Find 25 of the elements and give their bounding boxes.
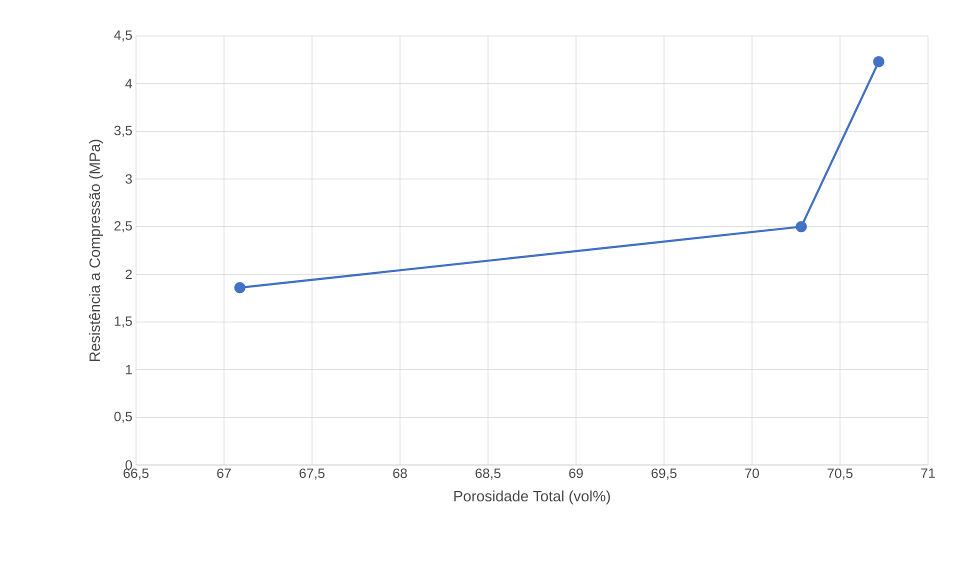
- y-tick-label: 2,5: [114, 221, 132, 232]
- x-tick-label: 67,5: [300, 468, 325, 480]
- x-tick-label: 67: [217, 468, 231, 478]
- y-tick-label: 0: [126, 460, 132, 470]
- y-tick-label: 1,5: [114, 316, 132, 328]
- x-tick-label: 70,5: [828, 468, 853, 480]
- y-tick-label: 3: [126, 174, 132, 184]
- x-tick-label: 68: [393, 468, 407, 478]
- x-tick-label: 71: [921, 468, 935, 478]
- point: [234, 282, 246, 294]
- y-tick-label: 3,5: [114, 126, 132, 137]
- x-tick-label: 68,5: [476, 468, 501, 480]
- point: [796, 221, 807, 232]
- x-tick-label: 70: [745, 468, 759, 478]
- y-tick-label: 4,5: [114, 30, 132, 42]
- y-tick-label: 2: [126, 270, 132, 280]
- y-tick-label: 1: [126, 365, 132, 374]
- y-tick-label: 0,5: [114, 412, 132, 423]
- x-tick-label: 69,5: [652, 468, 677, 480]
- x-axis-title: Porosidade Total (vol%): [454, 490, 610, 504]
- x-tick-label: 69: [569, 468, 583, 478]
- point: [873, 56, 884, 68]
- y-axis-title: Resistência a Compressão (MPa): [88, 140, 103, 361]
- y-tick-label: 4: [125, 79, 132, 88]
- x-tick-label: 66,5: [124, 468, 149, 480]
